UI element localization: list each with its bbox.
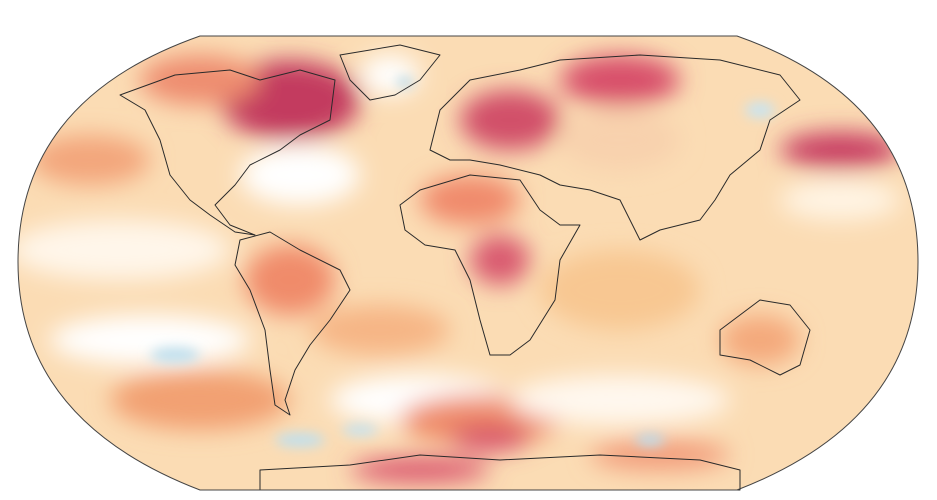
africa xyxy=(399,174,581,356)
map-border xyxy=(17,35,919,491)
australia xyxy=(719,299,811,376)
south-america xyxy=(234,231,351,416)
coastlines xyxy=(119,44,811,491)
greenland xyxy=(339,44,441,101)
cool-spots xyxy=(150,78,775,447)
eurasia xyxy=(429,54,801,241)
north-america xyxy=(119,69,336,236)
